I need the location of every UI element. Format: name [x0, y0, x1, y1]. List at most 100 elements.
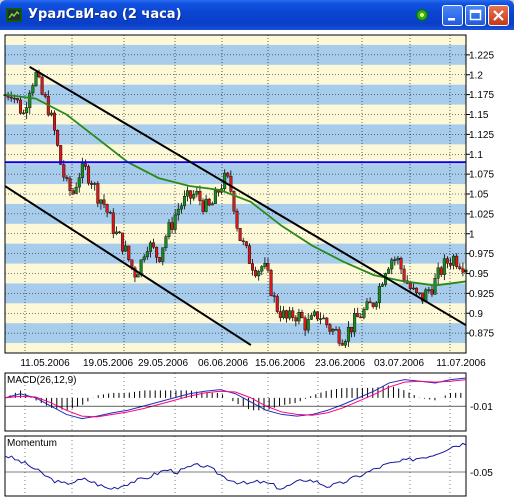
candle-body: [266, 263, 270, 271]
candle-body: [68, 178, 72, 191]
maximize-button[interactable]: [465, 5, 486, 26]
candle-body: [263, 263, 267, 267]
candle-body: [40, 76, 44, 95]
candle-body: [452, 255, 456, 266]
candle-body: [436, 267, 440, 279]
maximize-icon: [469, 9, 482, 21]
candle-body: [83, 163, 87, 167]
candle-body: [455, 255, 459, 267]
price-band: [5, 124, 466, 145]
candle-body: [176, 208, 180, 216]
candle-body: [254, 270, 258, 277]
candle-body: [207, 198, 211, 206]
date-axis-label: 06.06.2006: [198, 358, 248, 369]
candle-body: [152, 242, 156, 248]
candle-body: [189, 190, 193, 199]
candle-body: [65, 176, 69, 179]
close-button[interactable]: [488, 5, 509, 26]
price-axis-label: 0.95: [469, 269, 489, 280]
candle-body: [331, 329, 335, 332]
candle-body: [235, 210, 239, 229]
price-band: [5, 243, 466, 264]
candle-body: [90, 182, 94, 185]
minimize-button[interactable]: [442, 5, 463, 26]
candle-body: [350, 326, 354, 333]
candle-body: [272, 295, 276, 297]
close-icon: [493, 10, 504, 21]
price-band: [5, 283, 466, 304]
macd-signal-line: [4, 379, 467, 418]
candle-body: [445, 258, 449, 264]
candle-body: [155, 246, 159, 258]
candle-body: [458, 266, 462, 269]
minimize-icon: [448, 18, 455, 21]
candle-body: [315, 311, 319, 320]
candle-body: [210, 203, 214, 206]
chart-area[interactable]: 1.225 1.2 1.175 1.15 1.125 1.1 1.075 1.05 1.025 1…: [0, 30, 514, 501]
candle-body: [114, 231, 118, 234]
candle-body: [127, 245, 131, 261]
candle-body: [325, 317, 329, 325]
candle-body: [377, 286, 381, 303]
candle-body: [164, 236, 168, 248]
candle-body: [408, 283, 412, 289]
candle-body: [278, 311, 282, 318]
candle-body: [182, 195, 186, 207]
candle-body: [142, 256, 146, 261]
moving-average-line: [4, 93, 467, 287]
candle-body: [337, 329, 341, 344]
candle-body: [461, 268, 465, 273]
candle-body: [226, 172, 230, 177]
candle-body: [346, 326, 350, 342]
candle-body: [192, 194, 196, 199]
macd-panel[interactable]: MACD(26,12,9) -0.01: [4, 372, 493, 432]
candle-body: [62, 164, 66, 178]
price-axis-label: 1.225: [469, 50, 494, 61]
candle-body: [411, 287, 415, 290]
candle-body: [402, 268, 406, 281]
mom-panel-frame: [4, 435, 467, 497]
momentum-panel[interactable]: Momentum -0.05: [4, 435, 493, 497]
candle-body: [288, 310, 292, 319]
candle-body: [195, 191, 199, 195]
candle-body: [257, 270, 261, 277]
candle-body: [232, 191, 236, 212]
candle-body: [102, 199, 106, 205]
candle-body: [427, 289, 431, 291]
candle-body: [108, 212, 112, 214]
candle-body: [353, 313, 357, 333]
candle-body: [244, 241, 248, 246]
candle-body: [179, 205, 183, 210]
price-axis-label: 1.2: [469, 70, 483, 81]
price-axis-label: 1.15: [469, 110, 489, 121]
candle-body: [31, 85, 35, 94]
candle-body: [275, 296, 279, 312]
candle-body: [71, 190, 75, 194]
trend-channel-line: [29, 65, 467, 327]
date-axis-label: 19.05.2006: [83, 358, 133, 369]
panel-axis-label: -0.05: [470, 468, 493, 479]
candle-body: [297, 312, 301, 322]
price-band: [5, 44, 466, 65]
candle-body: [148, 242, 152, 252]
candle-body: [309, 315, 313, 320]
price-axis-label: 1.075: [469, 170, 494, 181]
price-band: [5, 84, 466, 105]
window-title: УралСвИ-ао (2 часа): [28, 7, 182, 22]
candle-body: [306, 319, 310, 331]
candle-body: [117, 231, 121, 234]
title-bar[interactable]: УралСвИ-ао (2 часа): [0, 0, 514, 30]
candle-body: [59, 145, 63, 165]
candle-body: [136, 274, 140, 278]
connection-status-icon[interactable]: [416, 9, 428, 21]
candle-body: [213, 190, 217, 204]
chart-app-icon: [6, 8, 22, 22]
candle-body: [49, 112, 53, 116]
panel-title: MACD(26,12,9): [7, 375, 76, 386]
candle-body: [303, 317, 307, 331]
date-axis-label: 11.07.2006: [436, 358, 486, 369]
candle-body: [365, 301, 369, 310]
candle-body: [294, 317, 298, 322]
candle-body: [439, 267, 443, 275]
candle-body: [229, 175, 233, 192]
